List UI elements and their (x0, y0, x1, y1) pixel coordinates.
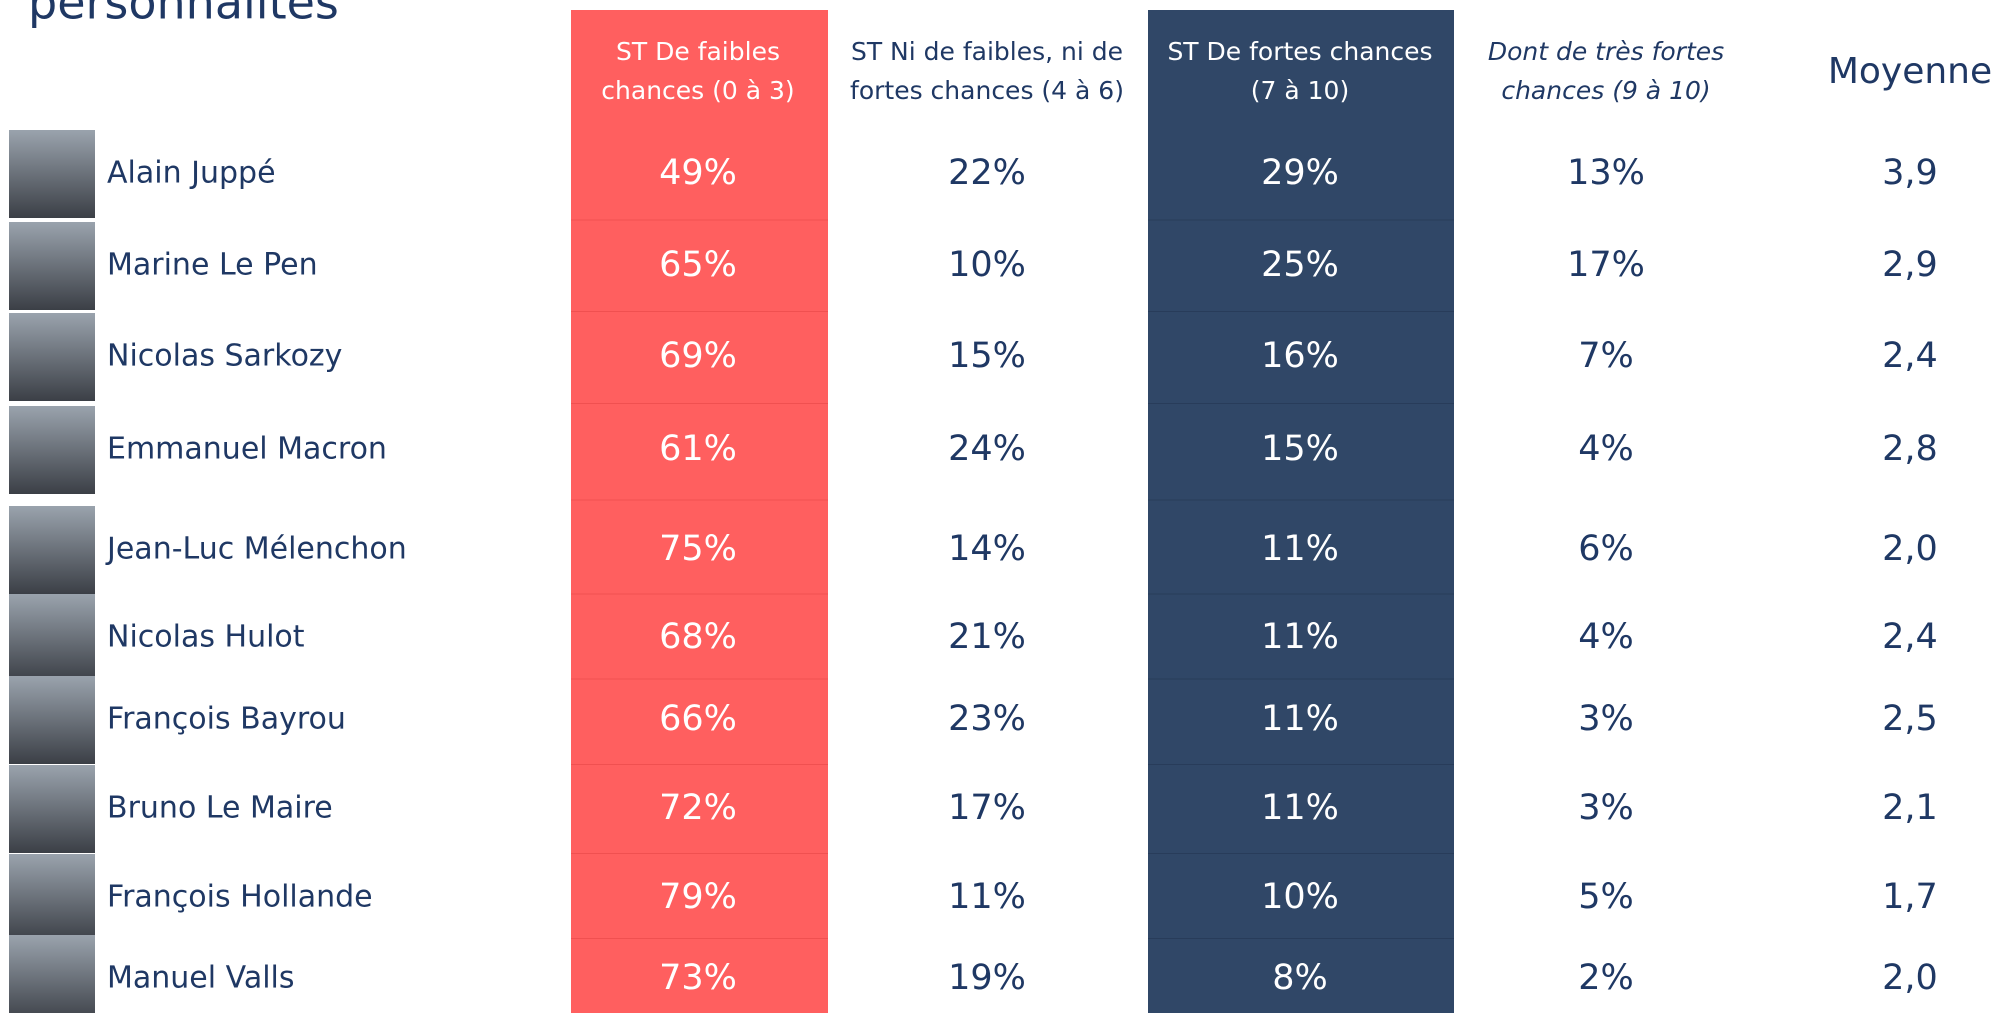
cell-value: 4% (1578, 617, 1634, 657)
cell-value: 3,9 (1882, 153, 1938, 193)
cell-value: 15% (1261, 429, 1339, 469)
cell-value: 2,4 (1882, 617, 1938, 657)
portrait (9, 130, 95, 218)
cell-value: 15% (948, 336, 1026, 376)
cell-value: 2,1 (1882, 788, 1938, 828)
person-name: Bruno Le Maire (107, 791, 333, 826)
portrait (9, 313, 95, 401)
person-name: Nicolas Sarkozy (107, 339, 342, 374)
cell-value: 65% (659, 245, 737, 285)
cell-value: 2,0 (1882, 529, 1938, 569)
cell-value: 2,5 (1882, 699, 1938, 739)
cell-value: 68% (659, 617, 737, 657)
person-name: François Bayrou (107, 702, 346, 737)
portrait (9, 854, 95, 942)
cell-value: 79% (659, 877, 737, 917)
slide-title: personnalités (28, 0, 339, 30)
column-header: Dont de très fortes (1488, 37, 1724, 66)
person-name: Nicolas Hulot (107, 620, 305, 655)
portrait (9, 594, 95, 682)
cell-value: 22% (948, 153, 1026, 193)
portrait (9, 765, 95, 853)
cell-value: 3% (1578, 788, 1634, 828)
cell-value: 11% (1261, 529, 1339, 569)
cell-value: 13% (1567, 153, 1645, 193)
cell-value: 69% (659, 336, 737, 376)
column-header: Moyenne (1828, 51, 1992, 92)
table-slide: personnalités ST De faibles chances (0 à … (0, 0, 1997, 1013)
person-name: Alain Juppé (107, 156, 276, 191)
cell-value: 4% (1578, 429, 1634, 469)
cell-value: 10% (948, 245, 1026, 285)
person-name: Emmanuel Macron (107, 432, 387, 467)
cell-value: 2,9 (1882, 245, 1938, 285)
cell-value: 11% (948, 877, 1026, 917)
person-name: Marine Le Pen (107, 248, 318, 283)
column-header: ST De faibles (616, 37, 780, 66)
cell-value: 3% (1578, 699, 1634, 739)
cell-value: 11% (1261, 788, 1339, 828)
cell-value: 66% (659, 699, 737, 739)
portrait (9, 935, 95, 1013)
cell-value: 19% (948, 958, 1026, 998)
cell-value: 8% (1272, 958, 1328, 998)
column-header: chances (0 à 3) (601, 76, 794, 105)
cell-value: 17% (948, 788, 1026, 828)
column-header: ST Ni de faibles, ni de (851, 37, 1123, 66)
cell-value: 21% (948, 617, 1026, 657)
person-name: François Hollande (107, 880, 373, 915)
person-name: Jean-Luc Mélenchon (105, 532, 407, 567)
cell-value: 6% (1578, 529, 1634, 569)
cell-value: 72% (659, 788, 737, 828)
portrait (9, 506, 95, 594)
column-header: fortes chances (4 à 6) (850, 76, 1124, 105)
cell-value: 73% (659, 958, 737, 998)
cell-value: 24% (948, 429, 1026, 469)
portrait (9, 406, 95, 494)
portrait (9, 676, 95, 764)
cell-value: 10% (1261, 877, 1339, 917)
column-header: (7 à 10) (1251, 76, 1349, 105)
cell-value: 2,8 (1882, 429, 1938, 469)
cell-value: 2,4 (1882, 336, 1938, 376)
cell-value: 2,0 (1882, 958, 1938, 998)
cell-value: 11% (1261, 699, 1339, 739)
portrait (9, 222, 95, 310)
column-header: ST De fortes chances (1167, 37, 1432, 66)
cell-value: 2% (1578, 958, 1634, 998)
cell-value: 5% (1578, 877, 1634, 917)
cell-value: 49% (659, 153, 737, 193)
cell-value: 16% (1261, 336, 1339, 376)
cell-value: 75% (659, 529, 737, 569)
cell-value: 1,7 (1882, 877, 1938, 917)
cell-value: 23% (948, 699, 1026, 739)
cell-value: 29% (1261, 153, 1339, 193)
cell-value: 7% (1578, 336, 1634, 376)
cell-value: 61% (659, 429, 737, 469)
column-header: chances (9 à 10) (1501, 76, 1710, 105)
cell-value: 14% (948, 529, 1026, 569)
person-name: Manuel Valls (107, 961, 295, 996)
cell-value: 25% (1261, 245, 1339, 285)
cell-value: 17% (1567, 245, 1645, 285)
cell-value: 11% (1261, 617, 1339, 657)
